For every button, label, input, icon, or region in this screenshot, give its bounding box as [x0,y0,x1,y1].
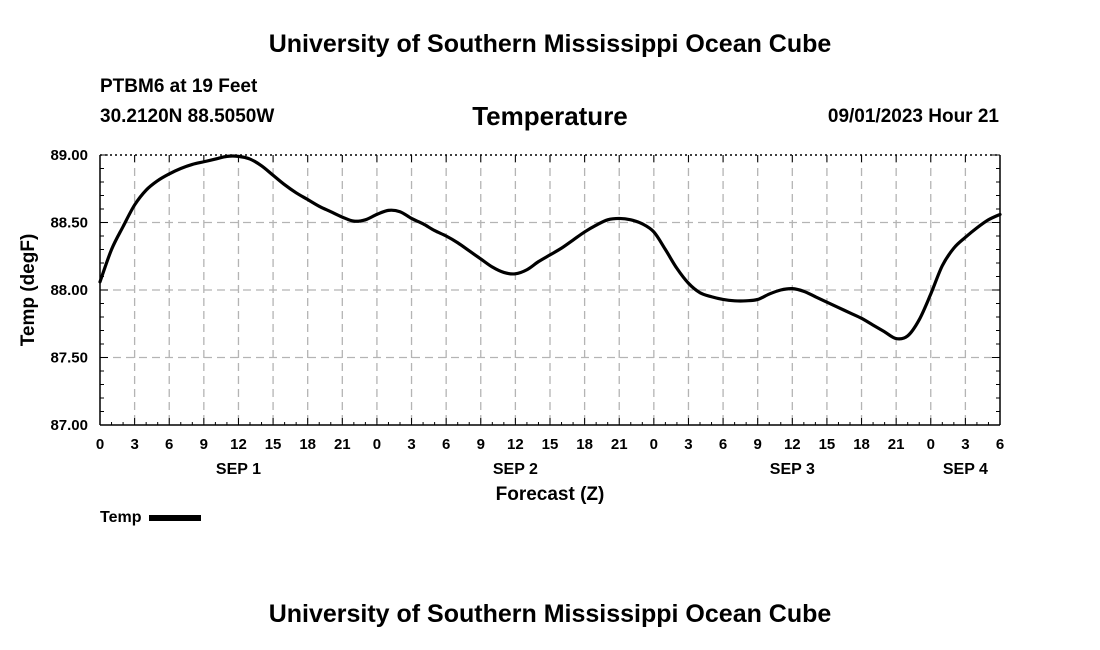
x-tick-label: 15 [542,436,559,453]
y-axis: 87.00 87.50 88.00 88.50 89.00 [50,147,1000,434]
y-tick-label: 87.00 [50,417,88,434]
x-tick-label: 9 [477,436,485,453]
legend-line-swatch [149,515,202,521]
y-tick-label: 87.50 [50,350,88,367]
x-tick-label: 21 [611,436,628,453]
x-tick-label: 18 [576,436,593,453]
forecast-datetime: 09/01/2023 Hour 21 [827,106,999,127]
x-tick-label: 12 [507,436,524,453]
x-tick-label: 9 [200,436,208,453]
x-tick-label: 21 [334,436,351,453]
x-tick-label: 0 [96,436,104,453]
x-tick-label: 18 [853,436,870,453]
x-tick-label: 0 [373,436,381,453]
y-tick-label: 88.00 [50,282,88,299]
x-tick-label: 3 [407,436,415,453]
x-tick-label: 3 [684,436,692,453]
x-tick-label: 6 [442,436,450,453]
legend: Temp [100,509,202,527]
station-coordinates: 30.2120N 88.5050W [100,106,275,127]
x-axis: 0 3 6 9 12 15 18 21 0 3 6 9 12 15 18 21 0 3 6 9 12 15 18 21 0 3 6 [96,155,1004,453]
x-tick-label: 15 [819,436,836,453]
y-axis-title: Temp (degF) [18,234,39,347]
day-label: SEP 2 [493,461,538,478]
station-name: PTBM6 at 19 Feet [100,76,258,97]
day-label: SEP 3 [770,461,815,478]
day-label: SEP 1 [216,461,261,478]
x-tick-label: 9 [754,436,762,453]
day-labels: SEP 1 SEP 2 SEP 3 SEP 4 [216,461,988,478]
series-layer [98,154,1002,341]
x-tick-label: 18 [299,436,316,453]
legend-label: Temp [100,509,142,526]
temperature-chart: 87.00 87.50 88.00 88.50 89.00 0 3 6 9 12 15 18 21 0 3… [18,147,1004,505]
x-tick-label: 6 [719,436,727,453]
x-tick-label: 12 [784,436,801,453]
day-label: SEP 4 [943,461,988,478]
series-line-temp [98,154,1002,341]
x-tick-label: 6 [996,436,1004,453]
x-tick-label: 0 [927,436,935,453]
x-tick-label: 21 [888,436,905,453]
footer-title: University of Southern Mississippi Ocean… [268,600,832,628]
y-tick-label: 88.50 [50,215,88,232]
grid-layer [100,155,1000,425]
y-tick-label: 89.00 [50,147,88,164]
x-tick-label: 3 [961,436,969,453]
x-tick-label: 3 [130,436,138,453]
x-tick-label: 15 [265,436,282,453]
x-tick-label: 0 [650,436,658,453]
x-tick-label: 12 [230,436,247,453]
x-axis-title: Forecast (Z) [496,484,605,505]
chart-title: Temperature [472,101,628,131]
x-tick-label: 6 [165,436,173,453]
main-title: University of Southern Mississippi Ocean… [268,30,832,58]
